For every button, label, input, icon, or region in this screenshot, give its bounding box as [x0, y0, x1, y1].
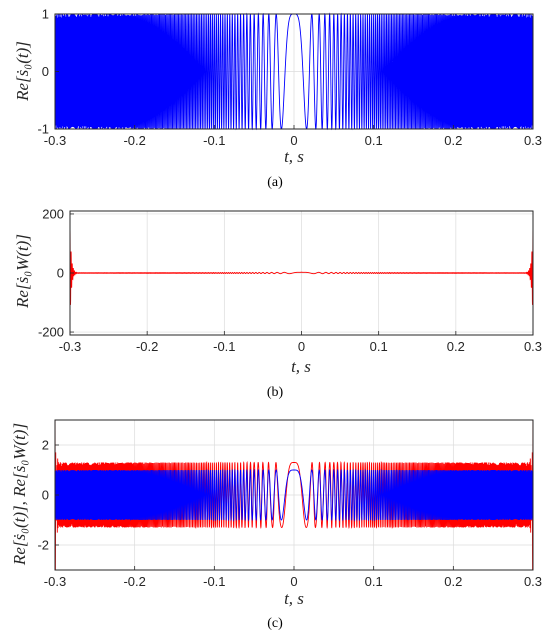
panel-b-x-tick-label-6: 0.3 — [524, 339, 542, 354]
panel-a-caption: (a) — [267, 175, 283, 190]
panel-a-x-tick-label-5: 0.2 — [444, 133, 462, 148]
panel-c-y-tick-label-1: 0 — [42, 488, 49, 503]
panel-c-x-tick-label-2: -0.1 — [203, 574, 225, 589]
panel-b: -0.3 -0.2 -0.1 0 0.1 0.2 0.3 -200 0 200 t, s Re[… — [13, 206, 542, 400]
panel-c-y-ticks: -2 0 2 — [37, 438, 59, 553]
panel-c-series-chirp — [54, 468, 534, 522]
panel-c-x-tick-label-1: -0.2 — [123, 574, 145, 589]
panel-b-x-tick-label-5: 0.2 — [447, 339, 465, 354]
panel-b-x-tick-label-3: 0 — [298, 339, 305, 354]
panel-a-x-tick-label-6: 0.3 — [524, 133, 542, 148]
panel-a-y-label: Re[ṡ₀(t)] — [13, 41, 32, 102]
panel-b-x-tick-label-2: -0.1 — [213, 339, 235, 354]
panel-a-y-tick-label-0: -1 — [37, 122, 49, 137]
panel-b-x-ticks: -0.3 -0.2 -0.1 0 0.1 0.2 0.3 — [59, 331, 542, 354]
panel-a-x-tick-label-3: 0 — [290, 133, 297, 148]
panel-b-y-tick-label-0: -200 — [38, 325, 64, 340]
panel-b-x-tick-label-0: -0.3 — [59, 339, 81, 354]
panel-a-y-tick-label-2: 1 — [42, 7, 49, 22]
panel-c-y-tick-label-0: -2 — [37, 538, 49, 553]
panel-a: -0.3 -0.2 -0.1 0 0.1 0.2 0.3 -1 0 1 t, s Re[ṡ₀(t… — [13, 7, 542, 191]
panel-b-y-tick-label-2: 200 — [42, 206, 64, 221]
panel-a-y-ticks: -1 0 1 — [37, 7, 59, 137]
panel-c-x-tick-label-0: -0.3 — [44, 574, 66, 589]
panel-c-y-tick-label-2: 2 — [42, 438, 49, 453]
panel-c-x-tick-label-4: 0.1 — [365, 574, 383, 589]
panel-a-y-tick-label-1: 0 — [42, 64, 49, 79]
panel-b-y-label: Re[ṡ₀W(t)] — [13, 234, 32, 309]
panel-c: -0.3 -0.2 -0.1 0 0.1 0.2 0.3 -2 0 2 t, s Re[ṡ₀(t… — [10, 419, 542, 631]
panel-c-x-tick-label-6: 0.3 — [524, 574, 542, 589]
panel-a-x-tick-label-4: 0.1 — [365, 133, 383, 148]
panel-a-x-ticks: -0.3 -0.2 -0.1 0 0.1 0.2 0.3 — [44, 125, 542, 148]
panel-b-x-label: t, s — [291, 357, 311, 376]
panel-b-y-ticks: -200 0 200 — [38, 206, 74, 340]
panel-a-x-tick-label-0: -0.3 — [44, 133, 66, 148]
panel-c-y-label: Re[ṡ₀(t)], Re[ṡ₀W(t)] — [10, 423, 29, 566]
panel-c-x-label: t, s — [284, 589, 304, 608]
panel-c-x-tick-label-5: 0.2 — [444, 574, 462, 589]
panel-c-caption: (c) — [267, 616, 283, 631]
panel-a-x-label: t, s — [284, 147, 304, 166]
panel-b-x-tick-label-1: -0.2 — [136, 339, 158, 354]
panel-a-x-tick-label-1: -0.2 — [123, 133, 145, 148]
panel-b-series-whitened — [69, 225, 534, 305]
panel-b-x-tick-label-4: 0.1 — [370, 339, 388, 354]
panel-c-x-tick-label-3: 0 — [290, 574, 297, 589]
panel-a-x-tick-label-2: -0.1 — [203, 133, 225, 148]
panel-b-caption: (b) — [267, 385, 284, 400]
panel-c-series-whitened — [54, 419, 534, 570]
panel-b-y-tick-label-1: 0 — [57, 266, 64, 281]
panel-c-x-ticks: -0.3 -0.2 -0.1 0 0.1 0.2 0.3 — [44, 566, 542, 589]
